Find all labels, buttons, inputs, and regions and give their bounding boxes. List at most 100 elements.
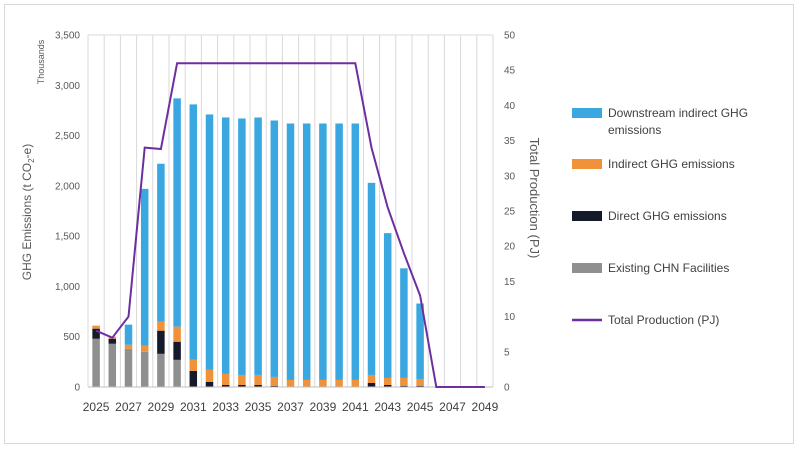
bar-downstream-indirect-ghg-emissions-2032 [205, 114, 214, 370]
bar-indirect-ghg-emissions-2036 [270, 376, 279, 386]
left-tick-label: 1,500 [55, 232, 80, 243]
right-tick-label: 50 [504, 31, 516, 42]
bar-downstream-indirect-ghg-emissions-2030 [173, 98, 181, 327]
bar-downstream-indirect-ghg-emissions-2045 [416, 303, 424, 379]
bar-downstream-indirect-ghg-emissions-2036 [270, 120, 279, 377]
right-axis-label: Total Production (PJ) [527, 138, 542, 259]
bar-direct-ghg-emissions-2029 [157, 330, 165, 354]
bar-indirect-ghg-emissions-2037 [286, 379, 295, 387]
bar-downstream-indirect-ghg-emissions-2029 [157, 163, 165, 322]
bar-indirect-ghg-emissions-2034 [238, 374, 246, 385]
bar-indirect-ghg-emissions-2030 [173, 326, 181, 342]
bar-direct-ghg-emissions-2033 [221, 384, 230, 387]
bar-indirect-ghg-emissions-2043 [383, 377, 392, 385]
right-tick-label: 15 [504, 277, 516, 288]
bar-direct-ghg-emissions-2032 [205, 381, 214, 387]
legend-label: Downstream indirect GHG [608, 106, 748, 120]
legend-swatch [572, 263, 602, 273]
left-tick-label: 3,000 [55, 81, 80, 92]
x-tick-label: 2045 [407, 400, 434, 414]
bar-existing-chn-facilities-2027 [124, 348, 133, 387]
bar-direct-ghg-emissions-2031 [189, 370, 198, 387]
x-tick-label: 2031 [180, 400, 207, 414]
left-tick-label: 3,500 [55, 31, 80, 42]
bar-indirect-ghg-emissions-2027 [124, 344, 133, 349]
right-tick-label: 40 [504, 101, 516, 112]
bar-indirect-ghg-emissions-2025 [92, 325, 100, 329]
legend-label: Total Production (PJ) [608, 313, 719, 327]
bar-direct-ghg-emissions-2045 [416, 385, 424, 387]
bar-downstream-indirect-ghg-emissions-2040 [335, 123, 343, 380]
bar-indirect-ghg-emissions-2041 [351, 379, 360, 387]
bar-existing-chn-facilities-2029 [157, 353, 165, 387]
total-production-line [95, 62, 485, 388]
x-tick-label: 2043 [374, 400, 401, 414]
bar-downstream-indirect-ghg-emissions-2031 [189, 104, 198, 360]
bar-direct-ghg-emissions-2035 [254, 384, 262, 387]
bar-existing-chn-facilities-2028 [140, 351, 149, 387]
bar-indirect-ghg-emissions-2042 [367, 374, 376, 383]
legend-swatch [572, 211, 602, 221]
left-tick-label: 500 [63, 332, 80, 343]
left-tick-label: 2,500 [55, 131, 80, 142]
left-axis-label: GHG Emissions (t CO2-e) [20, 144, 36, 280]
bar-direct-ghg-emissions-2036 [270, 385, 279, 387]
right-axis-ticks: 0 5 10 15 20 25 30 35 40 45 50 [504, 31, 516, 394]
bar-downstream-indirect-ghg-emissions-2043 [383, 233, 392, 378]
right-tick-label: 25 [504, 207, 516, 218]
x-tick-label: 2037 [277, 400, 304, 414]
bar-direct-ghg-emissions-2034 [238, 384, 246, 387]
left-axis-units-note: Thousands [36, 39, 46, 84]
bar-downstream-indirect-ghg-emissions-2033 [221, 117, 230, 374]
x-tick-label: 2041 [342, 400, 369, 414]
bar-direct-ghg-emissions-2025 [92, 328, 100, 339]
x-tick-label: 2047 [439, 400, 466, 414]
right-tick-label: 20 [504, 242, 516, 253]
bar-indirect-ghg-emissions-2031 [189, 359, 198, 371]
left-tick-label: 2,000 [55, 181, 80, 192]
bar-downstream-indirect-ghg-emissions-2041 [351, 123, 360, 380]
bar-existing-chn-facilities-2025 [92, 338, 100, 387]
legend-label: Indirect GHG emissions [608, 157, 735, 171]
bar-downstream-indirect-ghg-emissions-2044 [400, 268, 408, 378]
chart-frame [4, 4, 794, 444]
bar-downstream-indirect-ghg-emissions-2039 [319, 123, 327, 380]
bar-indirect-ghg-emissions-2045 [416, 378, 424, 386]
left-tick-label: 1,000 [55, 282, 80, 293]
right-tick-label: 10 [504, 312, 516, 323]
x-tick-label: 2027 [115, 400, 142, 414]
gridlines [87, 34, 494, 387]
bar-downstream-indirect-ghg-emissions-2027 [124, 324, 133, 345]
bar-indirect-ghg-emissions-2035 [254, 374, 262, 385]
right-tick-label: 0 [504, 383, 510, 394]
bar-downstream-indirect-ghg-emissions-2028 [140, 188, 149, 346]
bar-indirect-ghg-emissions-2038 [302, 379, 311, 387]
legend-label: Direct GHG emissions [608, 209, 727, 223]
bar-downstream-indirect-ghg-emissions-2037 [286, 123, 295, 380]
x-tick-label: 2029 [148, 400, 175, 414]
x-tick-label: 2035 [245, 400, 272, 414]
bar-direct-ghg-emissions-2030 [173, 341, 181, 360]
left-axis-ticks: 0 500 1,000 1,500 2,000 2,500 3,000 3,500 [55, 31, 80, 394]
x-tick-label: 2033 [212, 400, 239, 414]
x-axis-ticks: 2025 2027 2029 2031 2033 2035 2037 2039 2041 2043… [83, 400, 499, 414]
legend: Downstream indirect GHG emissions Indirect… [572, 106, 748, 327]
legend-label-continued: emissions [608, 123, 661, 137]
bar-existing-chn-facilities-2026 [108, 343, 117, 387]
legend-swatch [572, 159, 602, 169]
stacked-bars [92, 98, 424, 387]
legend-swatch [572, 108, 602, 118]
bar-downstream-indirect-ghg-emissions-2034 [238, 118, 246, 375]
bar-indirect-ghg-emissions-2040 [335, 379, 343, 387]
bar-existing-chn-facilities-2030 [173, 359, 181, 387]
bar-indirect-ghg-emissions-2032 [205, 369, 214, 382]
bar-direct-ghg-emissions-2026 [108, 338, 117, 344]
bar-indirect-ghg-emissions-2029 [157, 321, 165, 331]
bar-downstream-indirect-ghg-emissions-2035 [254, 117, 262, 375]
x-tick-label: 2025 [83, 400, 110, 414]
x-tick-label: 2049 [472, 400, 499, 414]
right-tick-label: 30 [504, 171, 516, 182]
bar-indirect-ghg-emissions-2033 [221, 373, 230, 385]
x-tick-label: 2039 [310, 400, 337, 414]
